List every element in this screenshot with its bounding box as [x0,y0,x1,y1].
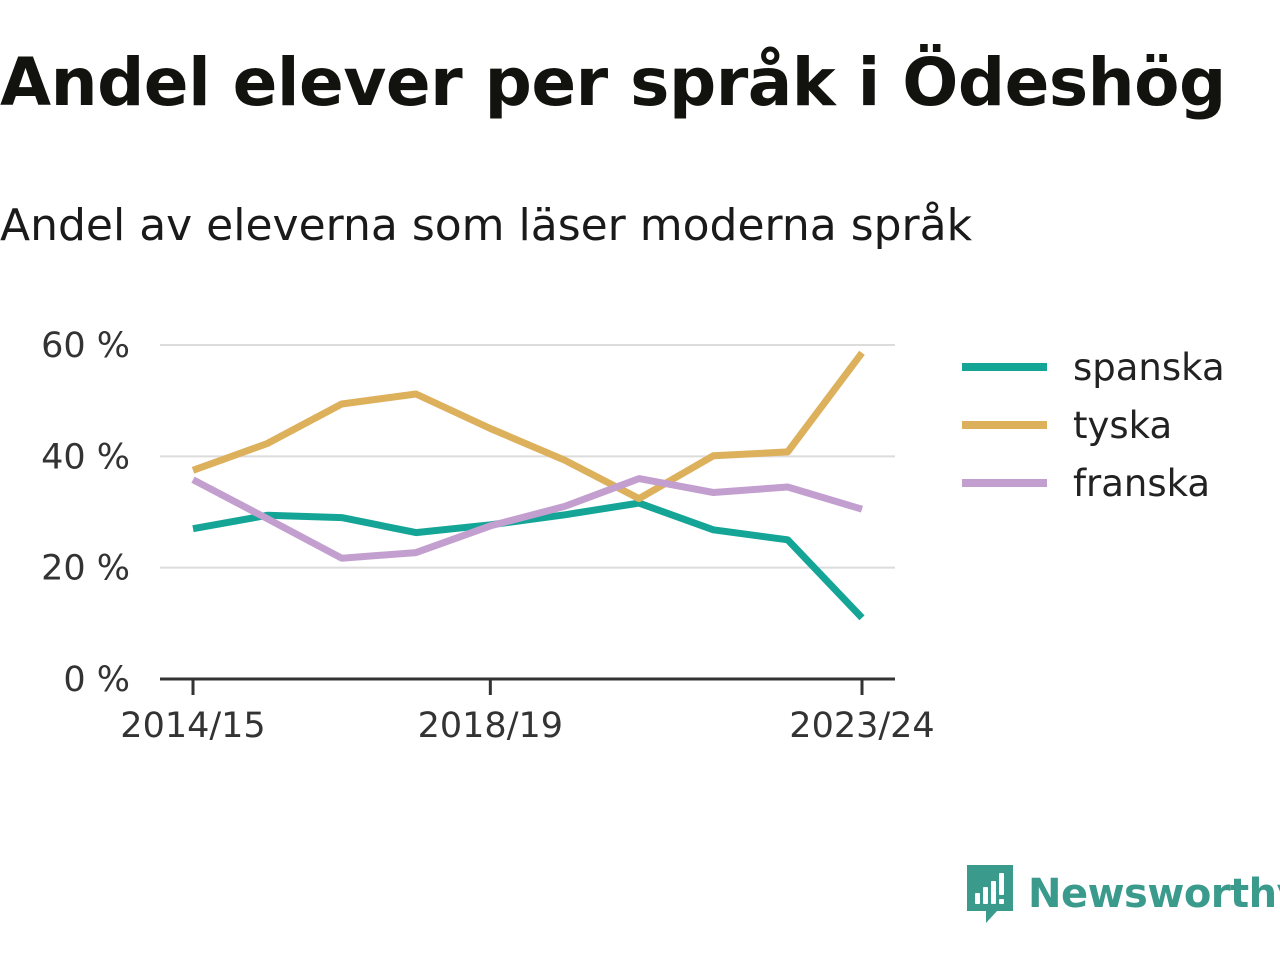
y-tick-label: 40 % [41,437,130,477]
series-line-spanska [192,499,865,621]
y-tick-label: 0 % [63,660,130,700]
legend-label-spanska: spanska [1073,346,1225,389]
x-tick-label: 2023/24 [789,706,934,746]
y-axis: 0 % 20 % 40 % 60 % [41,326,130,700]
y-tick-label: 60 % [41,326,130,366]
newsworthy-logo-icon [967,865,1013,923]
series-line-franska [191,475,864,562]
legend-label-franska: franska [1073,462,1210,505]
x-axis: 2014/15 2018/19 2023/24 [120,677,935,746]
chart-subtitle: Andel av eleverna som läser moderna språ… [0,200,973,251]
newsworthy-brand[interactable]: Newsworthy [964,862,1280,926]
chart-title: Andel elever per språk i Ödeshög [0,44,1226,121]
x-tick-label: 2014/15 [120,706,265,746]
gridlines [160,344,895,569]
series-line-tyska [191,350,865,503]
legend-label-tyska: tyska [1073,404,1172,447]
series-lines [191,350,865,621]
brand-name: Newsworthy [1028,871,1280,917]
y-tick-label: 20 % [41,549,130,589]
legend: spanska tyska franska [962,346,1225,505]
x-tick-label: 2018/19 [418,706,563,746]
